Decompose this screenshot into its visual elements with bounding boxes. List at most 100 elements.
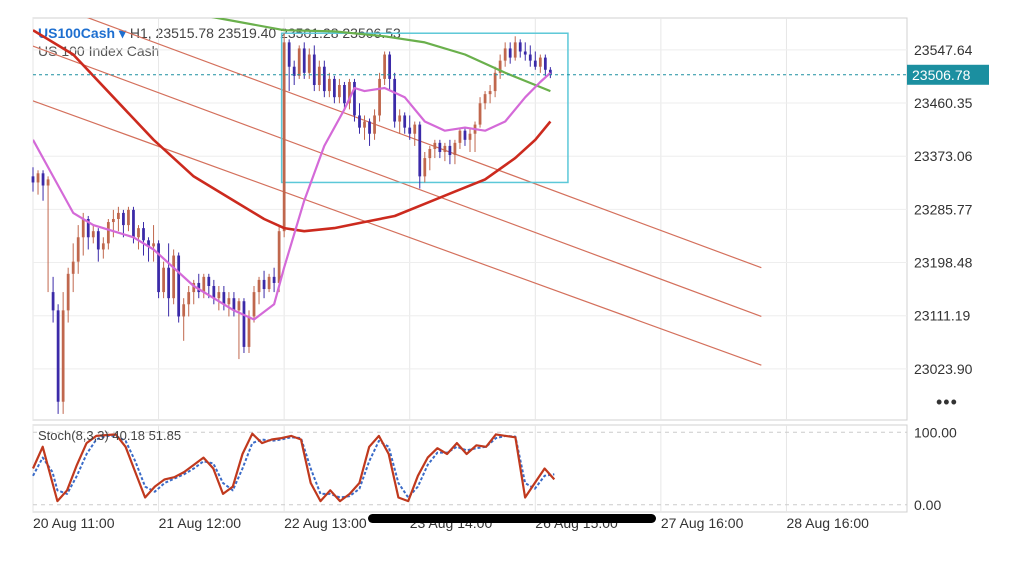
candle-body <box>433 142 437 149</box>
candle-body <box>76 237 80 262</box>
candle-body <box>172 255 176 299</box>
time-tick-label: 21 Aug 12:00 <box>159 515 242 531</box>
candle-body <box>498 60 502 73</box>
candle-body <box>232 298 236 311</box>
candle-body <box>267 276 271 290</box>
candle-body <box>41 173 45 186</box>
candle-body <box>368 121 371 134</box>
candle-body <box>51 292 55 311</box>
price-tick-label: 23285.77 <box>914 201 973 217</box>
time-tick-label: 27 Aug 16:00 <box>661 515 744 531</box>
price-tick-label: 23023.90 <box>914 361 973 377</box>
candle-body <box>162 267 165 293</box>
candle-body <box>272 276 276 283</box>
candle-body <box>122 212 125 226</box>
chart-header: US100Cash ▾ H1, 23515.78 23519.40 23501.… <box>38 24 401 60</box>
candle-body <box>528 54 532 61</box>
candle-body <box>152 243 155 247</box>
candle-body <box>408 127 412 134</box>
main-pane-border <box>32 17 908 421</box>
more-options-icon[interactable]: ••• <box>936 392 958 412</box>
candle-body <box>106 222 110 244</box>
candle-body <box>373 115 376 134</box>
candle-body <box>91 231 95 238</box>
price-tick-label: 23373.06 <box>914 148 973 164</box>
candle-body <box>86 219 90 238</box>
candle-body <box>312 54 316 85</box>
candle-body <box>207 276 211 286</box>
candle-body <box>488 91 492 95</box>
candle-body <box>242 301 246 347</box>
candle-body <box>428 148 432 159</box>
candle-body <box>483 94 487 104</box>
candle-body <box>443 145 447 152</box>
candle-body <box>137 228 140 238</box>
candle-body <box>147 240 150 247</box>
candle-body <box>398 115 402 122</box>
price-tick-label: 23547.64 <box>914 42 973 58</box>
candle-body <box>468 133 472 140</box>
candle-body <box>297 48 301 76</box>
candle-body <box>458 130 462 143</box>
candle-body <box>217 292 221 299</box>
candle-body <box>192 282 196 293</box>
candle-body <box>262 279 266 290</box>
candle-body <box>197 282 201 293</box>
candle-body <box>493 72 497 92</box>
candle-body <box>358 115 361 128</box>
candle-body <box>388 54 392 79</box>
candle-body <box>36 173 40 183</box>
ma-red-line <box>33 29 552 233</box>
price-tick-label: 23198.48 <box>914 255 973 271</box>
candle-body <box>503 48 507 61</box>
candle-body <box>463 130 467 140</box>
candle-body <box>307 54 311 73</box>
symbol-label[interactable]: US100Cash <box>38 25 116 41</box>
candle-body <box>348 81 351 104</box>
stochastic-label: Stoch(8,3,3) 40.18 51.85 <box>38 428 182 443</box>
ohlc-values: 23515.78 23519.40 23501.28 23506.53 <box>155 25 401 41</box>
candle-body <box>533 60 537 67</box>
candle-body <box>478 103 482 125</box>
candle-body <box>327 78 331 92</box>
candle-body <box>182 304 186 317</box>
candle-body <box>157 243 160 293</box>
timeline-scrollbar[interactable] <box>368 514 656 523</box>
candle-body <box>96 231 100 250</box>
candle-body <box>423 158 427 177</box>
candle-body <box>332 78 336 98</box>
candle-body <box>31 176 35 183</box>
price-tick-label: 23111.19 <box>914 308 971 324</box>
current-price-label: 23506.78 <box>912 67 971 83</box>
candle-body <box>353 81 356 116</box>
candle-body <box>177 255 181 317</box>
candle-body <box>292 66 296 76</box>
candle-body <box>287 42 291 67</box>
candle-body <box>302 48 306 73</box>
candle-body <box>81 219 85 238</box>
candle-body <box>66 273 70 311</box>
candle-body <box>117 212 120 219</box>
candle-body <box>378 78 381 116</box>
ma-pink-line <box>33 71 552 321</box>
candle-body <box>393 78 397 122</box>
candle-body <box>187 292 191 305</box>
candle-body <box>322 66 326 92</box>
instrument-description: US 100 Index Cash <box>38 43 160 59</box>
stoch-tick-label: 100.00 <box>914 424 957 440</box>
candle-body <box>448 145 452 156</box>
candle-body <box>543 57 547 70</box>
channel-line <box>86 18 762 269</box>
symbol-dropdown-icon[interactable]: ▾ <box>118 25 126 41</box>
candle-body <box>418 124 422 177</box>
ma-green-line <box>211 18 551 93</box>
candle-body <box>46 179 50 186</box>
stoch-k-line <box>31 432 556 503</box>
time-tick-label: 28 Aug 16:00 <box>786 515 869 531</box>
candle-body <box>277 231 281 283</box>
candle-body <box>403 115 407 128</box>
candle-body <box>282 42 286 232</box>
price-tick-label: 23460.35 <box>914 95 973 111</box>
timeframe-label: H1, <box>129 25 152 41</box>
